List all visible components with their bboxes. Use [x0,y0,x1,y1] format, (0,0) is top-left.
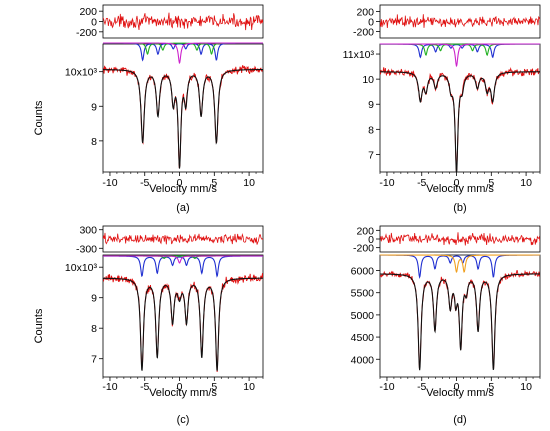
residual-series [380,14,540,28]
y-tick-label: 7 [368,149,374,161]
panel-caption: (c) [177,414,190,426]
y-tick-label: 10x10³ [65,262,98,274]
residual-tick-label: 200 [356,225,374,237]
y-tick-label: 10x10³ [65,67,98,79]
main-plot-frame [379,43,541,173]
component-series-3 [103,255,263,264]
x-tick-label: -10 [379,177,394,189]
x-tick-label: 0 [454,177,460,189]
component-series-2 [380,254,540,274]
panel-caption: (d) [453,414,466,426]
residual-tick-label: 300 [79,225,97,237]
x-axis-label: Velocity mm/s [149,387,217,399]
x-tick-label: -5 [140,177,149,189]
residual-series [380,232,540,246]
residual-tick-label: -200 [76,27,97,39]
x-tick-label: 0 [177,381,183,393]
component-series-1 [103,255,263,278]
y-tick-label: 11x10³ [343,49,375,61]
x-tick-label: -10 [102,381,117,393]
x-tick-label: 0 [177,177,183,189]
residual-tick-label: 200 [79,6,97,18]
y-tick-label: 9 [368,99,374,111]
x-tick-label: 10 [243,381,255,393]
panel-c: -10 -5 0 5 10 Velocity mm/s 7 8 9 10x10³ 300 -300 Co… [33,225,264,426]
y-axis-label: Counts [0,100,3,135]
x-tick-label: 5 [488,381,494,393]
residual-series [103,12,263,31]
main-plot-frame [379,254,541,378]
total-fit [380,71,540,172]
x-tick-label: 5 [211,381,217,393]
residual-tick-label: -300 [76,243,97,255]
y-tick-label: 5500 [351,288,375,300]
x-tick-label: 10 [520,177,532,189]
x-tick-label: 5 [488,177,494,189]
y-tick-label: 8 [368,124,374,136]
measured-spectrum [380,66,540,172]
residual-tick-label: 200 [356,7,374,19]
y-tick-label: 8 [91,323,97,335]
x-axis-label: Velocity mm/s [426,387,494,399]
y-tick-label: 9 [91,101,97,113]
residual-plot-frame [102,225,264,253]
y-tick-label: 9 [91,293,97,305]
x-tick-label: -5 [417,381,426,393]
y-tick-label: 4000 [351,354,375,366]
main-plot-frame [102,254,264,378]
panel-d: -10 -5 0 5 10 Velocity mm/s 4000 4500 5000 5500 60… [351,225,541,426]
y-tick-label: 8 [91,136,97,148]
total-fit [380,273,540,371]
residual-tick-label: -200 [353,243,374,255]
measured-spectrum [380,269,540,369]
x-tick-label: 10 [243,177,255,189]
y-tick-label: 5000 [351,310,375,322]
x-axis-label: Velocity mm/s [426,183,494,195]
x-tick-label: -5 [417,177,426,189]
x-tick-label: 0 [454,381,460,393]
residual-tick-label: 0 [368,234,374,246]
x-tick-label: 10 [520,381,532,393]
x-tick-label: -10 [379,381,394,393]
residual-tick-label: -200 [353,27,374,39]
y-tick-label: 10 [362,74,374,86]
component-series-3 [380,43,540,68]
residual-tick-label: 0 [368,17,374,29]
y-tick-label: 7 [91,354,97,366]
y-tick-label: 6000 [351,266,375,278]
component-series-1 [380,43,540,59]
total-fit [103,277,263,371]
y-axis-label: Counts [33,100,45,135]
y-axis-label: Counts [33,308,45,343]
panel-caption: (a) [176,202,189,214]
residual-series [103,232,263,245]
measured-spectrum [103,65,263,169]
panel-caption: (b) [453,202,466,214]
x-tick-label: -5 [140,381,149,393]
main-plot-frame [102,43,264,173]
y-tick-label: 4500 [351,332,375,344]
x-tick-label: 5 [211,177,217,189]
measured-spectrum [103,273,263,372]
component-series-3 [103,42,263,65]
total-fit [103,68,263,169]
x-axis-label: Velocity mm/s [149,183,217,195]
x-tick-label: -10 [102,177,117,189]
residual-tick-label: 0 [91,17,97,29]
